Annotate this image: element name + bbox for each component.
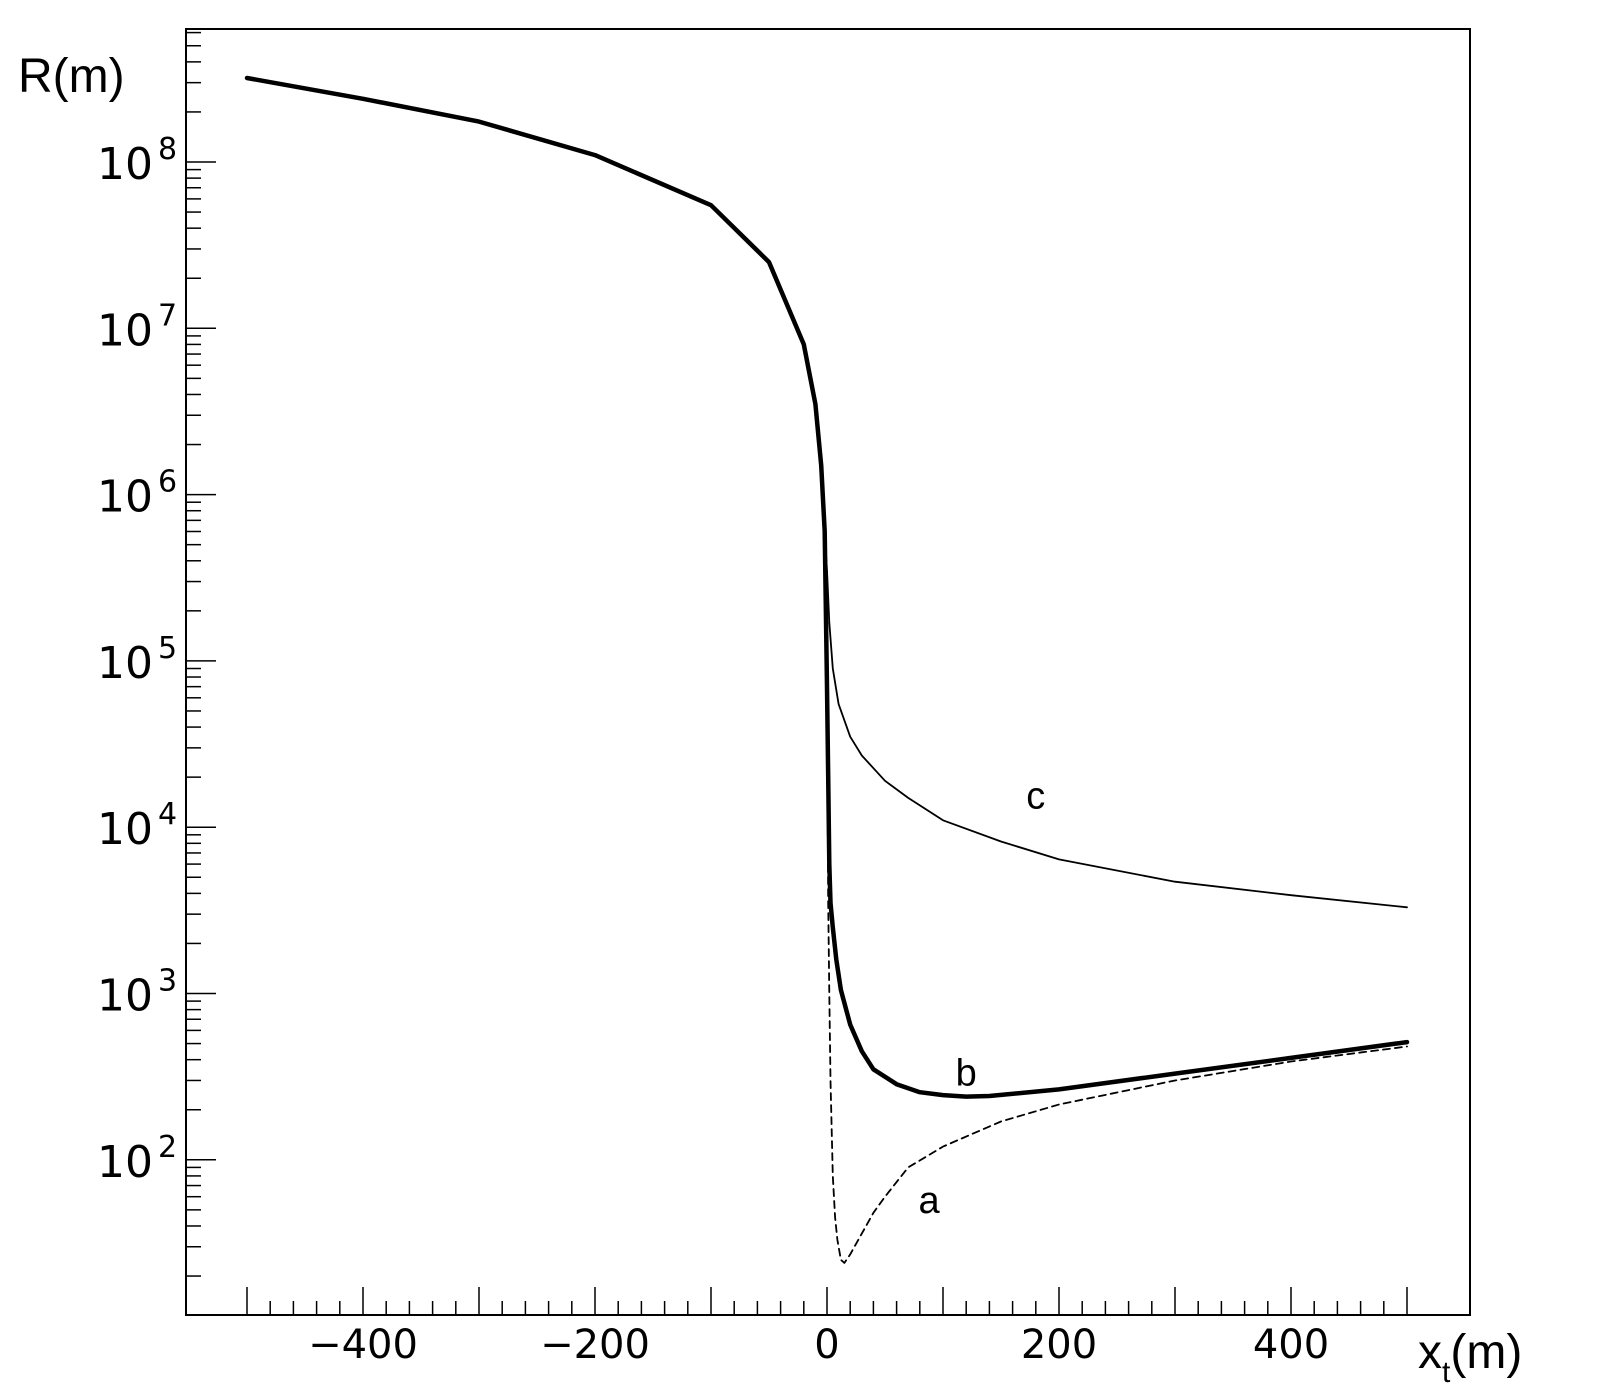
- x-tick-label: 400: [1253, 1322, 1329, 1368]
- series-a-line: [246, 77, 1408, 1264]
- x-tick-label: −400: [308, 1322, 418, 1368]
- y-tick-exponent: 3: [158, 964, 177, 999]
- x-axis-label-unit: (m): [1450, 1326, 1522, 1379]
- y-tick-exponent: 5: [158, 631, 177, 666]
- y-tick-label: 10 3: [97, 964, 177, 1022]
- y-tick-base: 10: [97, 971, 153, 1022]
- curve-label-a: a: [919, 1180, 941, 1222]
- x-axis-label-subscript: t: [1442, 1356, 1451, 1384]
- y-tick-label: 10 7: [97, 298, 177, 356]
- y-tick-label: 10 5: [97, 631, 177, 689]
- y-tick-base: 10: [97, 472, 153, 523]
- y-tick-label: 10 4: [97, 797, 177, 855]
- y-tick-exponent: 7: [158, 298, 177, 333]
- y-tick-exponent: 2: [158, 1130, 177, 1165]
- y-axis-label: R(m): [18, 50, 125, 103]
- x-tick-label: 200: [1021, 1322, 1097, 1368]
- series-b-line: [244, 75, 1410, 1099]
- y-tick-base: 10: [97, 1137, 153, 1188]
- y-tick-base: 10: [97, 638, 153, 689]
- y-tick-base: 10: [97, 305, 153, 356]
- curve-label-c: c: [1026, 775, 1045, 817]
- y-tick-label: 10 6: [97, 465, 177, 523]
- y-tick-base: 10: [97, 804, 153, 855]
- y-tick-exponent: 8: [158, 132, 177, 167]
- plot-frame: [185, 28, 1471, 1316]
- y-tick-base: 10: [97, 139, 153, 190]
- curves: [244, 75, 1410, 1264]
- x-tick-label: 0: [814, 1322, 839, 1368]
- plot-border: [185, 28, 1471, 1316]
- x-axis-label-main: x: [1418, 1326, 1442, 1379]
- y-tick-label: 10 2: [97, 1130, 177, 1188]
- y-tick-exponent: 6: [158, 465, 177, 500]
- x-axis-label: xt(m): [1418, 1326, 1522, 1384]
- y-tick-label: 10 8: [97, 132, 177, 190]
- y-tick-exponent: 4: [158, 797, 177, 832]
- axis-ticks: [186, 31, 1408, 1315]
- curve-label-b: b: [956, 1052, 977, 1094]
- x-tick-label: −200: [540, 1322, 650, 1368]
- curve-labels: a b c: [919, 775, 1046, 1222]
